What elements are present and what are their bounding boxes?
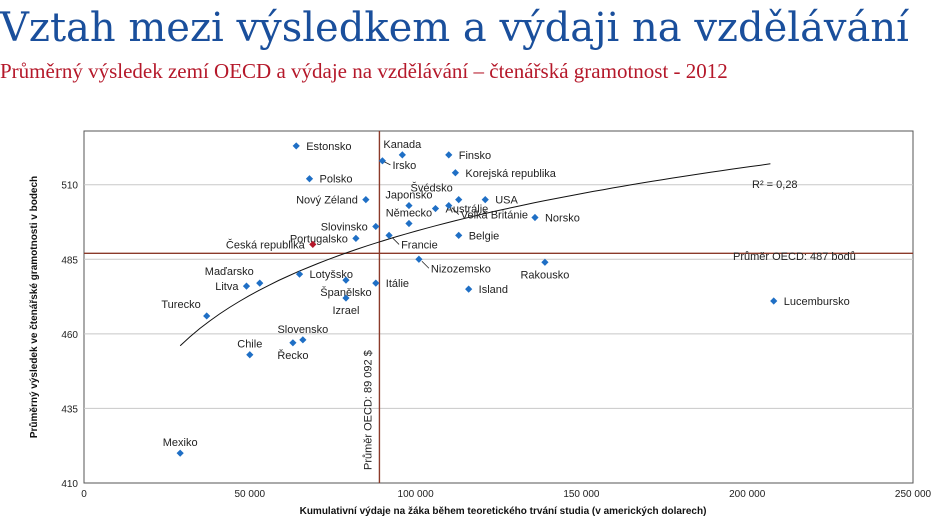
point-korejska-republika bbox=[451, 169, 459, 177]
point-recko bbox=[289, 339, 297, 347]
chart-subtitle: Průměrný výsledek zemí OECD a výdaje na … bbox=[0, 59, 728, 83]
axis-ticks: 410 435 460 485 510 0 50 000 100 000 150 000 200 … bbox=[61, 181, 931, 500]
point-label-novy-zeland: Nový Zéland bbox=[296, 195, 358, 207]
point-label-kanada: Kanada bbox=[383, 139, 422, 151]
point-belgie bbox=[455, 231, 463, 240]
point-label-nizozemsko: Nizozemsko bbox=[431, 263, 491, 275]
point-japonsko bbox=[405, 201, 413, 210]
point-svedsko bbox=[455, 196, 463, 204]
point-litva bbox=[242, 282, 251, 290]
y-tick-label: 485 bbox=[61, 255, 78, 266]
point-australie bbox=[431, 204, 440, 213]
point-slovensko bbox=[299, 336, 307, 344]
point-label-irsko: Irsko bbox=[392, 160, 416, 172]
point-label-svedsko: Švédsko bbox=[411, 182, 453, 195]
point-label-recko: Řecko bbox=[277, 349, 308, 362]
point-label-italie: Itálie bbox=[386, 278, 409, 290]
point-label-nemecko: Německo bbox=[386, 207, 432, 219]
point-label-japonsko: Japonsko bbox=[385, 190, 432, 202]
point-label-norsko: Norsko bbox=[545, 213, 580, 225]
point-madarsko bbox=[256, 279, 264, 287]
point-label-madarsko: Maďarsko bbox=[205, 266, 254, 278]
point-estonsko bbox=[292, 142, 300, 150]
point-label-izrael: Izrael bbox=[333, 305, 360, 317]
point-label-velka-britanie: Velká Británie bbox=[461, 210, 528, 222]
point-label-chile: Chile bbox=[237, 339, 262, 351]
point-label-rakousko: Rakousko bbox=[520, 269, 569, 281]
point-turecko bbox=[203, 312, 211, 320]
data-points: Estonsko Kanada Irsko Finsko Polsko Korejská … bbox=[161, 139, 850, 457]
x-axis-label: Kumulativní výdaje na žáka během teoreti… bbox=[300, 506, 707, 517]
point-nizozemsko bbox=[415, 255, 423, 263]
oecd-avg-x-label: Průměr OECD: 89 092 $ bbox=[362, 350, 374, 470]
gridlines bbox=[84, 184, 913, 409]
x-tick-label: 0 bbox=[81, 489, 87, 500]
point-rakousko bbox=[541, 258, 549, 266]
point-label-francie: Francie bbox=[401, 239, 438, 251]
point-label-litva: Litva bbox=[215, 281, 239, 293]
point-finsko bbox=[445, 151, 453, 159]
point-label-polsko: Polsko bbox=[319, 174, 352, 186]
point-nemecko bbox=[405, 219, 413, 228]
point-label-finsko: Finsko bbox=[459, 150, 491, 162]
point-izrael bbox=[342, 294, 350, 302]
point-portugalsko bbox=[352, 234, 360, 242]
plot-area bbox=[83, 130, 914, 484]
point-usa bbox=[481, 196, 489, 204]
point-francie bbox=[385, 231, 393, 240]
y-tick-label: 510 bbox=[61, 181, 78, 192]
point-velka-britanie bbox=[445, 201, 453, 210]
label-leader bbox=[384, 161, 391, 166]
point-mexiko bbox=[176, 449, 184, 457]
point-label-korejska-republika: Korejská republika bbox=[465, 168, 556, 180]
y-axis-label: Průměrný výsledek ve čtenářské gramotnos… bbox=[28, 176, 40, 438]
point-label-lotyssko: Lotyšsko bbox=[310, 269, 353, 281]
point-label-turecko: Turecko bbox=[161, 299, 200, 311]
y-tick-label: 460 bbox=[61, 330, 78, 341]
point-spanelsko bbox=[342, 276, 350, 284]
label-leader bbox=[421, 260, 430, 269]
point-label-usa: USA bbox=[495, 195, 518, 207]
point-label-slovensko: Slovensko bbox=[277, 324, 328, 336]
point-lotyssko bbox=[295, 270, 304, 278]
trend-line bbox=[179, 163, 771, 347]
chart-title: Vztah mezi výsledkem a výdaji na vzděláv… bbox=[0, 5, 909, 51]
point-lucembursko bbox=[770, 297, 778, 305]
point-ceska-republika bbox=[309, 240, 317, 248]
point-label-belgie: Belgie bbox=[469, 230, 500, 242]
r2-label: R² = 0,28 bbox=[752, 179, 798, 191]
y-tick-label: 435 bbox=[61, 404, 78, 415]
point-island bbox=[465, 285, 473, 293]
x-tick-label: 250 000 bbox=[895, 489, 932, 500]
point-label-ceska-republika: Česká republika bbox=[226, 238, 306, 251]
point-norsko bbox=[531, 213, 539, 222]
point-chile bbox=[246, 351, 254, 359]
x-tick-label: 200 000 bbox=[729, 489, 766, 500]
point-label-mexiko: Mexiko bbox=[163, 437, 198, 449]
x-tick-label: 50 000 bbox=[235, 489, 266, 500]
reference-lines bbox=[84, 131, 913, 483]
oecd-avg-y-label: Průměr OECD: 487 bodů bbox=[733, 251, 856, 263]
x-tick-label: 150 000 bbox=[563, 489, 600, 500]
point-label-lucembursko: Lucembursko bbox=[784, 296, 850, 308]
point-irsko bbox=[378, 157, 387, 165]
point-label-spanelsko: Španělsko bbox=[320, 286, 371, 299]
point-label-estonsko: Estonsko bbox=[306, 141, 351, 153]
label-leader bbox=[451, 207, 460, 215]
point-italie bbox=[372, 279, 380, 287]
x-tick-label: 100 000 bbox=[398, 489, 435, 500]
label-leader bbox=[391, 237, 400, 245]
point-kanada bbox=[398, 151, 406, 159]
point-label-island: Island bbox=[479, 284, 508, 296]
point-label-slovinsko: Slovinsko bbox=[321, 221, 368, 233]
point-slovinsko bbox=[372, 222, 380, 231]
y-tick-label: 410 bbox=[61, 479, 78, 490]
point-label-portugalsko: Portugalsko bbox=[290, 233, 348, 245]
point-polsko bbox=[305, 175, 314, 183]
point-novy-zeland bbox=[362, 196, 370, 204]
